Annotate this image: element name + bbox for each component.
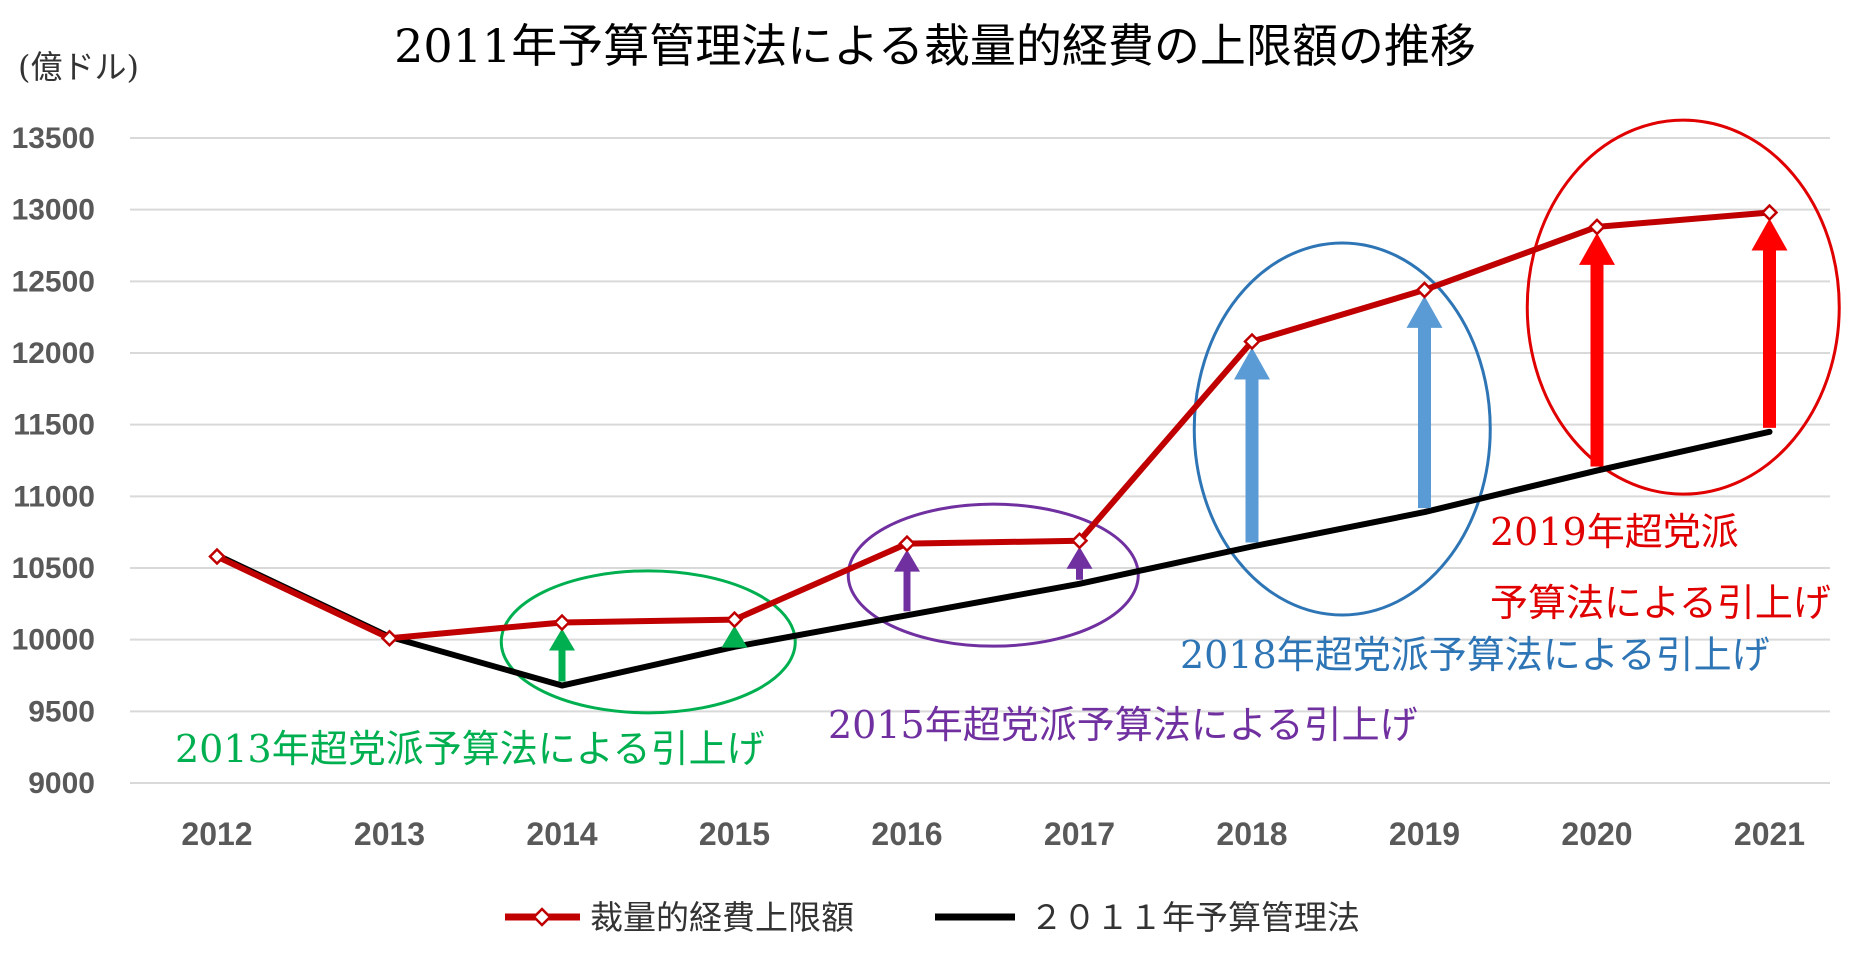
ann-2015-arrow-2017-shaft bbox=[1076, 567, 1083, 580]
marker-2017 bbox=[1070, 531, 1089, 550]
y-tick-label-12000: 12000 bbox=[12, 337, 95, 370]
ann-2019-arrow-2020 bbox=[1579, 232, 1615, 467]
ann-2019-label-line2: 予算法による引上げ bbox=[1490, 581, 1831, 625]
marker-2021 bbox=[1760, 203, 1779, 222]
ann-2015-arrow-2016-shaft bbox=[903, 570, 911, 612]
x-tick-label-2018: 2018 bbox=[1216, 816, 1287, 852]
legend-label-budget-control-act: ２０１１年予算管理法 bbox=[1030, 898, 1360, 937]
ann-2013-arrow-2014-head bbox=[549, 628, 575, 651]
legend-label-discretionary-cap: 裁量的経費上限額 bbox=[590, 898, 854, 937]
y-tick-label-13500: 13500 bbox=[12, 122, 95, 155]
x-tick-label-2017: 2017 bbox=[1044, 816, 1115, 852]
ann-2018-arrow-2018-shaft bbox=[1245, 378, 1259, 543]
gridlines bbox=[130, 137, 1830, 784]
marker-2016 bbox=[898, 534, 916, 553]
ann-2018-arrow-2019 bbox=[1406, 295, 1443, 509]
y-tick-label-9000: 9000 bbox=[28, 767, 95, 800]
y-tick-label-9500: 9500 bbox=[28, 695, 95, 728]
ann-2019-ellipse bbox=[1525, 118, 1841, 496]
ann-2013-ellipse bbox=[499, 569, 797, 715]
marker-2019 bbox=[1415, 281, 1434, 299]
ann-2015-ellipse bbox=[846, 502, 1140, 648]
ann-2013-arrow-2015 bbox=[721, 625, 748, 648]
marker-2013 bbox=[380, 629, 399, 648]
chart-title: 2011年予算管理法による裁量的経費の上限額の推移 bbox=[394, 19, 1476, 73]
ann-2015-arrow-2016-head bbox=[894, 549, 920, 572]
marker-2015 bbox=[725, 610, 744, 629]
legend-marker-discretionary-cap bbox=[532, 907, 552, 927]
x-tick-label-2015: 2015 bbox=[699, 816, 770, 852]
ann-2015-label: 2015年超党派予算法による引上げ bbox=[828, 703, 1418, 747]
ann-2013-arrow-2014 bbox=[549, 628, 575, 682]
ann-2018-arrow-2018-head bbox=[1234, 347, 1270, 380]
x-tick-label-2021: 2021 bbox=[1734, 816, 1805, 852]
ann-2019-label-line1: 2019年超党派 bbox=[1490, 510, 1739, 554]
x-tick-label-2013: 2013 bbox=[354, 816, 425, 852]
ann-2019-arrow-2020-shaft bbox=[1590, 263, 1604, 467]
y-tick-label-11000: 11000 bbox=[13, 480, 95, 513]
ann-2015-arrow-2016 bbox=[894, 549, 920, 612]
series-line-budget-control-act bbox=[214, 428, 1773, 689]
series-line-discretionary-cap bbox=[214, 209, 1773, 642]
x-tick-label-2012: 2012 bbox=[181, 816, 252, 852]
y-tick-label-13000: 13000 bbox=[12, 194, 95, 227]
y-tick-label-11500: 11500 bbox=[13, 409, 95, 442]
y-tick-label-10000: 10000 bbox=[12, 624, 95, 657]
y-axis-label: (億ドル) bbox=[18, 48, 139, 86]
marker-2014 bbox=[553, 613, 571, 632]
ann-2015-arrow-2017-head bbox=[1066, 546, 1093, 569]
marker-2012 bbox=[208, 547, 226, 566]
legend: 裁量的経費上限額 ２０１１年予算管理法 bbox=[505, 898, 1360, 937]
ann-2019-arrow-2020-head bbox=[1579, 232, 1615, 265]
x-tick-label-2020: 2020 bbox=[1561, 816, 1632, 852]
x-tick-label-2014: 2014 bbox=[526, 816, 597, 852]
marker-2020 bbox=[1588, 218, 1606, 236]
ann-2013-arrow-2014-shaft bbox=[558, 649, 566, 682]
ann-2018-arrow-2019-shaft bbox=[1418, 326, 1431, 509]
x-tick-label-2016: 2016 bbox=[871, 816, 942, 852]
ann-2018-arrow-2018 bbox=[1234, 347, 1270, 543]
ann-2018-label: 2018年超党派予算法による引上げ bbox=[1180, 633, 1770, 677]
ann-2013-arrow-2015-head bbox=[721, 625, 748, 648]
ann-2018-ellipse bbox=[1192, 241, 1492, 617]
ann-2019-arrow-2021-head bbox=[1751, 218, 1788, 251]
x-tick-label-2019: 2019 bbox=[1389, 816, 1460, 852]
ann-2019-arrow-2021-shaft bbox=[1763, 249, 1776, 428]
ann-2019-arrow-2021 bbox=[1751, 218, 1788, 428]
ann-2018-arrow-2019-head bbox=[1406, 295, 1443, 328]
marker-2018 bbox=[1243, 332, 1261, 351]
y-tick-label-12500: 12500 bbox=[12, 265, 95, 298]
ann-2015-arrow-2017 bbox=[1066, 546, 1093, 580]
ann-2013-label: 2013年超党派予算法による引上げ bbox=[175, 727, 765, 771]
y-tick-label-10500: 10500 bbox=[12, 552, 95, 585]
